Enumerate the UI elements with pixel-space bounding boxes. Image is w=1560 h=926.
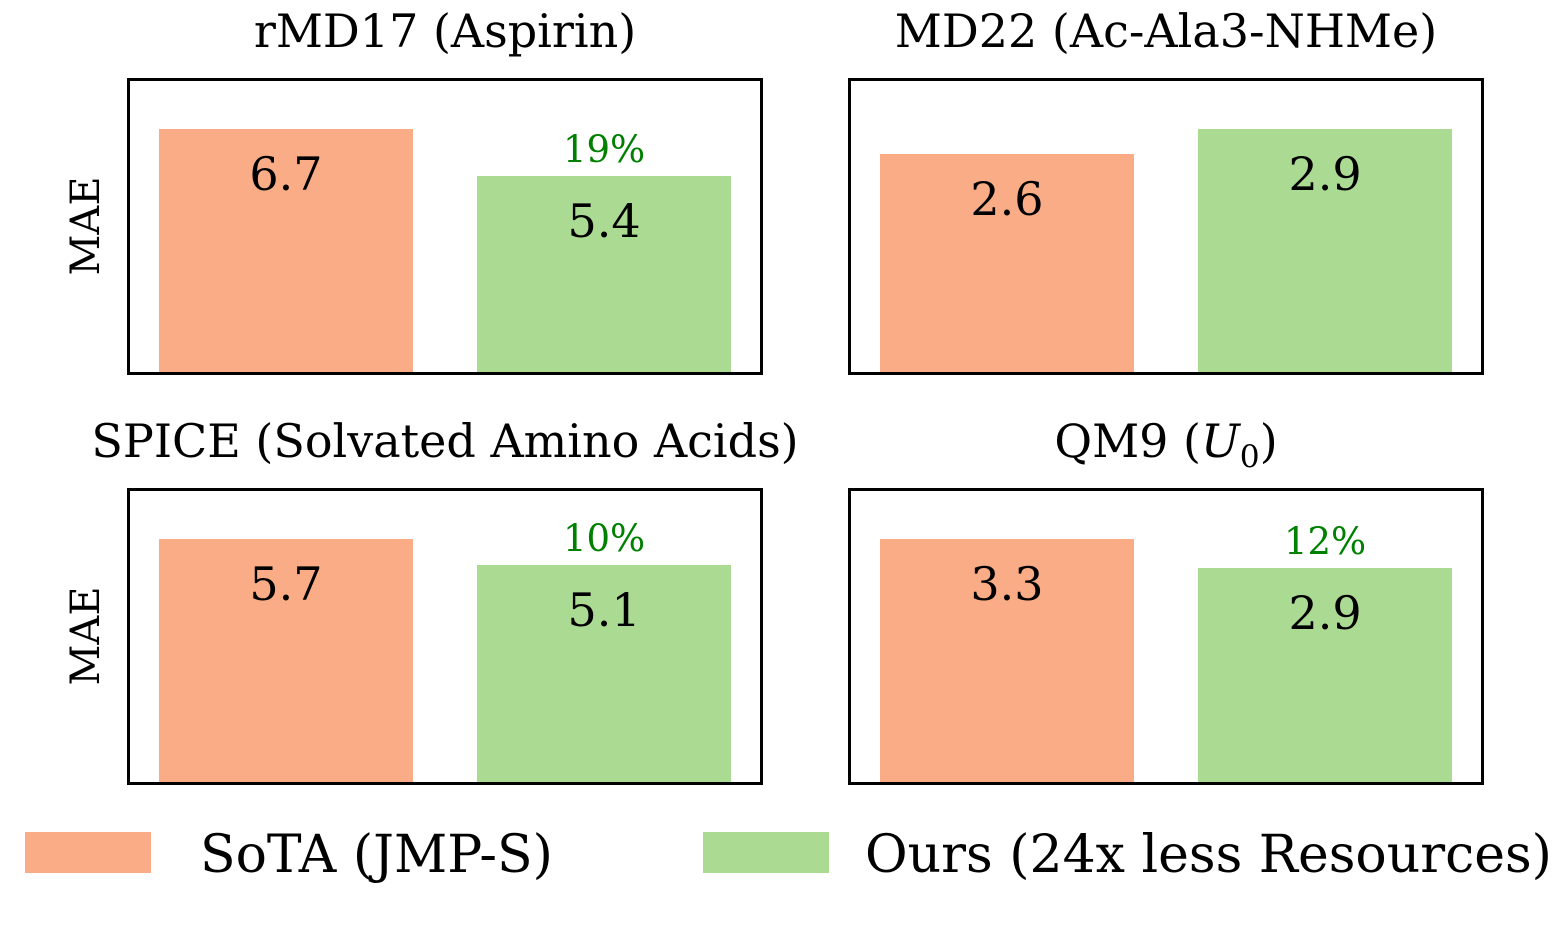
bar-value-label: 5.4 bbox=[567, 194, 641, 249]
improvement-label: 12% bbox=[1283, 520, 1367, 564]
bar-value-label: 2.9 bbox=[1288, 586, 1362, 641]
bar-ours: 19% 5.4 bbox=[476, 130, 732, 372]
chart-title-subscript: 0 bbox=[1239, 439, 1260, 476]
bar-value-label: 3.3 bbox=[970, 557, 1044, 612]
chart-title-suffix: ) bbox=[1259, 414, 1278, 468]
legend-label-sota: SoTA (JMP-S) bbox=[200, 825, 553, 885]
y-axis-label: MAE bbox=[63, 586, 109, 686]
plot-area: 2.6 2.9 bbox=[848, 78, 1484, 375]
bar-value-label: 5.1 bbox=[567, 582, 641, 637]
legend-label-ours: Ours (24x less Resources) bbox=[865, 825, 1552, 885]
chart-panel-md22: MD22 (Ac-Ala3-NHMe) 2.6 2.9 bbox=[721, 0, 1491, 408]
bar-sota: 6.7 bbox=[158, 129, 414, 372]
chart-title-prefix: QM9 ( bbox=[1054, 414, 1202, 468]
plot-area: 5.7 10% 5.1 bbox=[127, 488, 763, 785]
y-axis-label: MAE bbox=[63, 176, 109, 276]
bar-value-label: 2.6 bbox=[970, 172, 1044, 227]
bar-sota: 2.6 bbox=[879, 154, 1135, 372]
bar-sota: 5.7 bbox=[158, 539, 414, 782]
bar-ours: 10% 5.1 bbox=[476, 518, 732, 782]
bar-value-label: 5.7 bbox=[249, 557, 323, 612]
legend-swatch-sota bbox=[25, 832, 151, 873]
chart-panel-spice: SPICE (Solvated Amino Acids) MAE 5.7 10%… bbox=[0, 410, 799, 818]
bar-sota: 3.3 bbox=[879, 539, 1135, 782]
chart-title: QM9 (U0) bbox=[1054, 412, 1277, 486]
improvement-label: 19% bbox=[562, 128, 646, 172]
chart-title: SPICE (Solvated Amino Acids) bbox=[91, 414, 799, 468]
chart-title-variable: U bbox=[1201, 414, 1240, 468]
plot-area: 3.3 12% 2.9 bbox=[848, 488, 1484, 785]
chart-panel-rmd17: rMD17 (Aspirin) MAE 6.7 19% 5.4 bbox=[0, 0, 770, 408]
legend-swatch-ours bbox=[703, 832, 829, 873]
bar-ours: 2.9 bbox=[1197, 129, 1453, 372]
bar-ours: 12% 2.9 bbox=[1197, 522, 1453, 782]
chart-title: rMD17 (Aspirin) bbox=[253, 4, 637, 58]
plot-area: 6.7 19% 5.4 bbox=[127, 78, 763, 375]
chart-title: MD22 (Ac-Ala3-NHMe) bbox=[894, 4, 1438, 58]
improvement-label: 10% bbox=[562, 516, 646, 560]
bar-value-label: 6.7 bbox=[249, 147, 323, 202]
bar-value-label: 2.9 bbox=[1288, 147, 1362, 202]
chart-panel-qm9: QM9 (U0) 3.3 12% 2.9 bbox=[721, 410, 1491, 818]
